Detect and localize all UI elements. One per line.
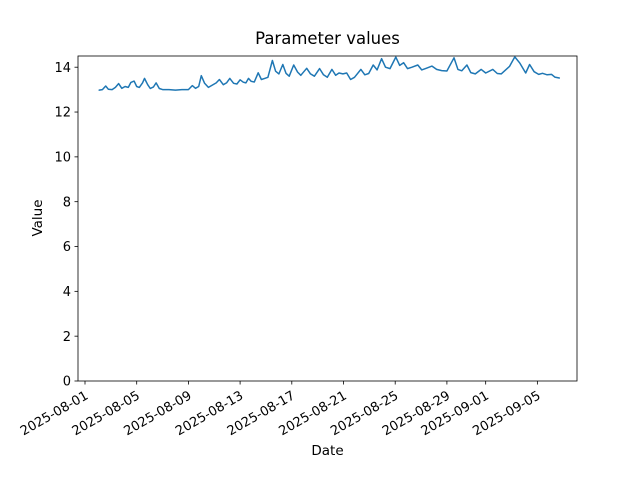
y-tick-label: 0 (63, 375, 71, 390)
y-tick-label: 4 (63, 285, 71, 300)
y-tick-label: 6 (63, 240, 71, 255)
plot-frame (77, 55, 578, 382)
x-axis-label: Date (311, 443, 344, 459)
data-line (98, 56, 561, 91)
y-tick-label: 12 (54, 106, 71, 121)
chart-title: Parameter values (255, 29, 400, 48)
y-tick-label: 8 (63, 195, 71, 210)
y-tick-label: 14 (54, 61, 71, 76)
y-tick-label: 2 (63, 330, 71, 345)
y-tick-label: 10 (54, 150, 71, 165)
